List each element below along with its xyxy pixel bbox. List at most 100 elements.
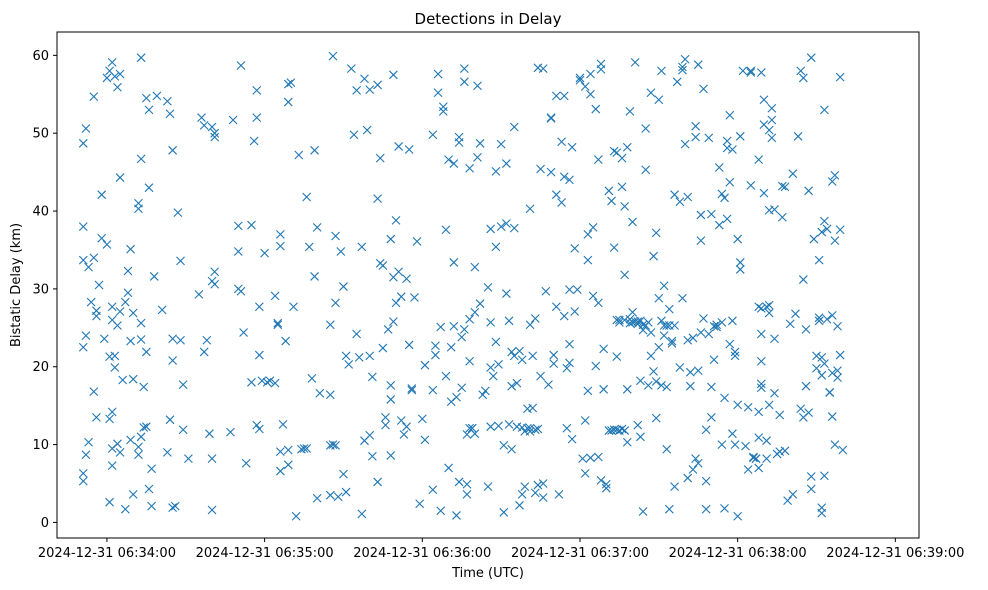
- data-point-marker: [764, 125, 774, 135]
- data-point-marker: [78, 222, 88, 232]
- data-point-marker: [515, 500, 524, 510]
- data-point-marker: [467, 423, 477, 433]
- data-point-marker: [465, 163, 474, 173]
- data-point-marker: [139, 382, 149, 392]
- data-point-marker: [822, 224, 832, 234]
- data-point-marker: [239, 328, 248, 337]
- data-point-marker: [814, 316, 824, 326]
- data-point-marker: [396, 292, 406, 302]
- data-point-marker: [756, 329, 766, 339]
- data-point-marker: [378, 343, 388, 353]
- data-point-marker: [375, 153, 385, 163]
- data-point-marker: [615, 317, 624, 327]
- data-point-marker: [625, 318, 635, 328]
- data-point-marker: [512, 378, 522, 388]
- data-point-marker: [386, 395, 396, 404]
- data-point-marker: [685, 381, 695, 391]
- data-point-marker: [270, 378, 280, 388]
- data-point-marker: [312, 493, 322, 503]
- data-point-marker: [496, 222, 506, 232]
- data-point-marker: [389, 70, 398, 80]
- data-point-marker: [354, 353, 364, 362]
- data-point-marker: [714, 220, 724, 230]
- data-point-marker: [457, 383, 467, 393]
- data-point-marker: [441, 225, 451, 235]
- data-point-marker: [812, 351, 821, 361]
- data-point-marker: [720, 504, 729, 513]
- data-point-marker: [593, 298, 603, 308]
- data-point-marker: [835, 225, 845, 235]
- data-point-marker: [817, 508, 827, 518]
- data-point-marker: [352, 329, 361, 339]
- data-point-marker: [717, 317, 727, 327]
- y-tick-label: 40: [32, 205, 49, 220]
- data-point-marker: [325, 320, 335, 330]
- data-point-marker: [499, 440, 509, 450]
- data-point-marker: [162, 96, 172, 106]
- data-point-marker: [685, 367, 695, 377]
- data-point-marker: [86, 297, 96, 307]
- data-point-marker: [586, 89, 595, 99]
- data-point-marker: [551, 91, 561, 101]
- data-point-marker: [517, 355, 527, 365]
- data-point-marker: [693, 458, 703, 468]
- data-point-marker: [496, 139, 506, 149]
- data-point-marker: [764, 400, 774, 410]
- data-point-marker: [722, 214, 732, 224]
- data-point-marker: [662, 444, 672, 454]
- data-point-marker: [115, 69, 125, 79]
- data-point-marker: [134, 442, 143, 452]
- data-point-marker: [336, 247, 346, 256]
- data-point-marker: [136, 335, 146, 344]
- data-point-marker: [612, 352, 622, 362]
- data-point-marker: [499, 507, 509, 517]
- data-point-marker: [507, 444, 517, 454]
- data-point-marker: [717, 440, 727, 449]
- data-point-marker: [184, 454, 193, 463]
- data-point-marker: [559, 172, 569, 182]
- data-point-marker: [651, 377, 661, 386]
- data-point-marker: [756, 383, 766, 393]
- data-point-marker: [446, 342, 456, 352]
- data-point-marker: [444, 155, 453, 165]
- data-point-marker: [720, 193, 729, 203]
- data-point-marker: [630, 57, 640, 67]
- data-point-marker: [494, 421, 503, 431]
- data-point-marker: [762, 436, 771, 446]
- data-point-marker: [260, 248, 270, 258]
- data-point-marker: [488, 371, 498, 381]
- data-point-marker: [762, 302, 771, 312]
- data-point-marker: [144, 183, 154, 193]
- data-point-marker: [346, 64, 356, 73]
- data-point-marker: [706, 382, 716, 392]
- y-tick-label: 20: [32, 360, 49, 375]
- data-point-marker: [798, 275, 808, 284]
- x-tick-label: 2024-12-31 06:37:00: [511, 546, 649, 561]
- data-point-marker: [733, 234, 743, 244]
- data-point-marker: [486, 317, 496, 327]
- data-point-marker: [302, 192, 312, 202]
- data-point-marker: [756, 303, 766, 313]
- data-point-marker: [554, 490, 564, 499]
- data-point-marker: [735, 258, 745, 267]
- data-point-marker: [638, 507, 648, 516]
- data-point-marker: [247, 220, 256, 230]
- data-point-marker: [165, 415, 175, 425]
- data-point-marker: [381, 420, 390, 430]
- data-point-marker: [249, 136, 259, 146]
- data-point-marker: [275, 230, 285, 239]
- data-point-marker: [693, 60, 703, 70]
- data-point-marker: [483, 482, 493, 492]
- data-point-marker: [373, 477, 383, 487]
- data-point-marker: [638, 325, 648, 335]
- data-point-marker: [373, 80, 383, 90]
- data-point-marker: [286, 78, 296, 87]
- data-point-marker: [649, 251, 658, 261]
- data-point-marker: [675, 197, 685, 207]
- data-point-marker: [233, 221, 243, 231]
- data-point-marker: [357, 509, 367, 519]
- data-point-marker: [278, 419, 288, 429]
- data-point-marker: [798, 73, 808, 83]
- data-point-marker: [667, 338, 677, 348]
- data-point-marker: [373, 194, 383, 203]
